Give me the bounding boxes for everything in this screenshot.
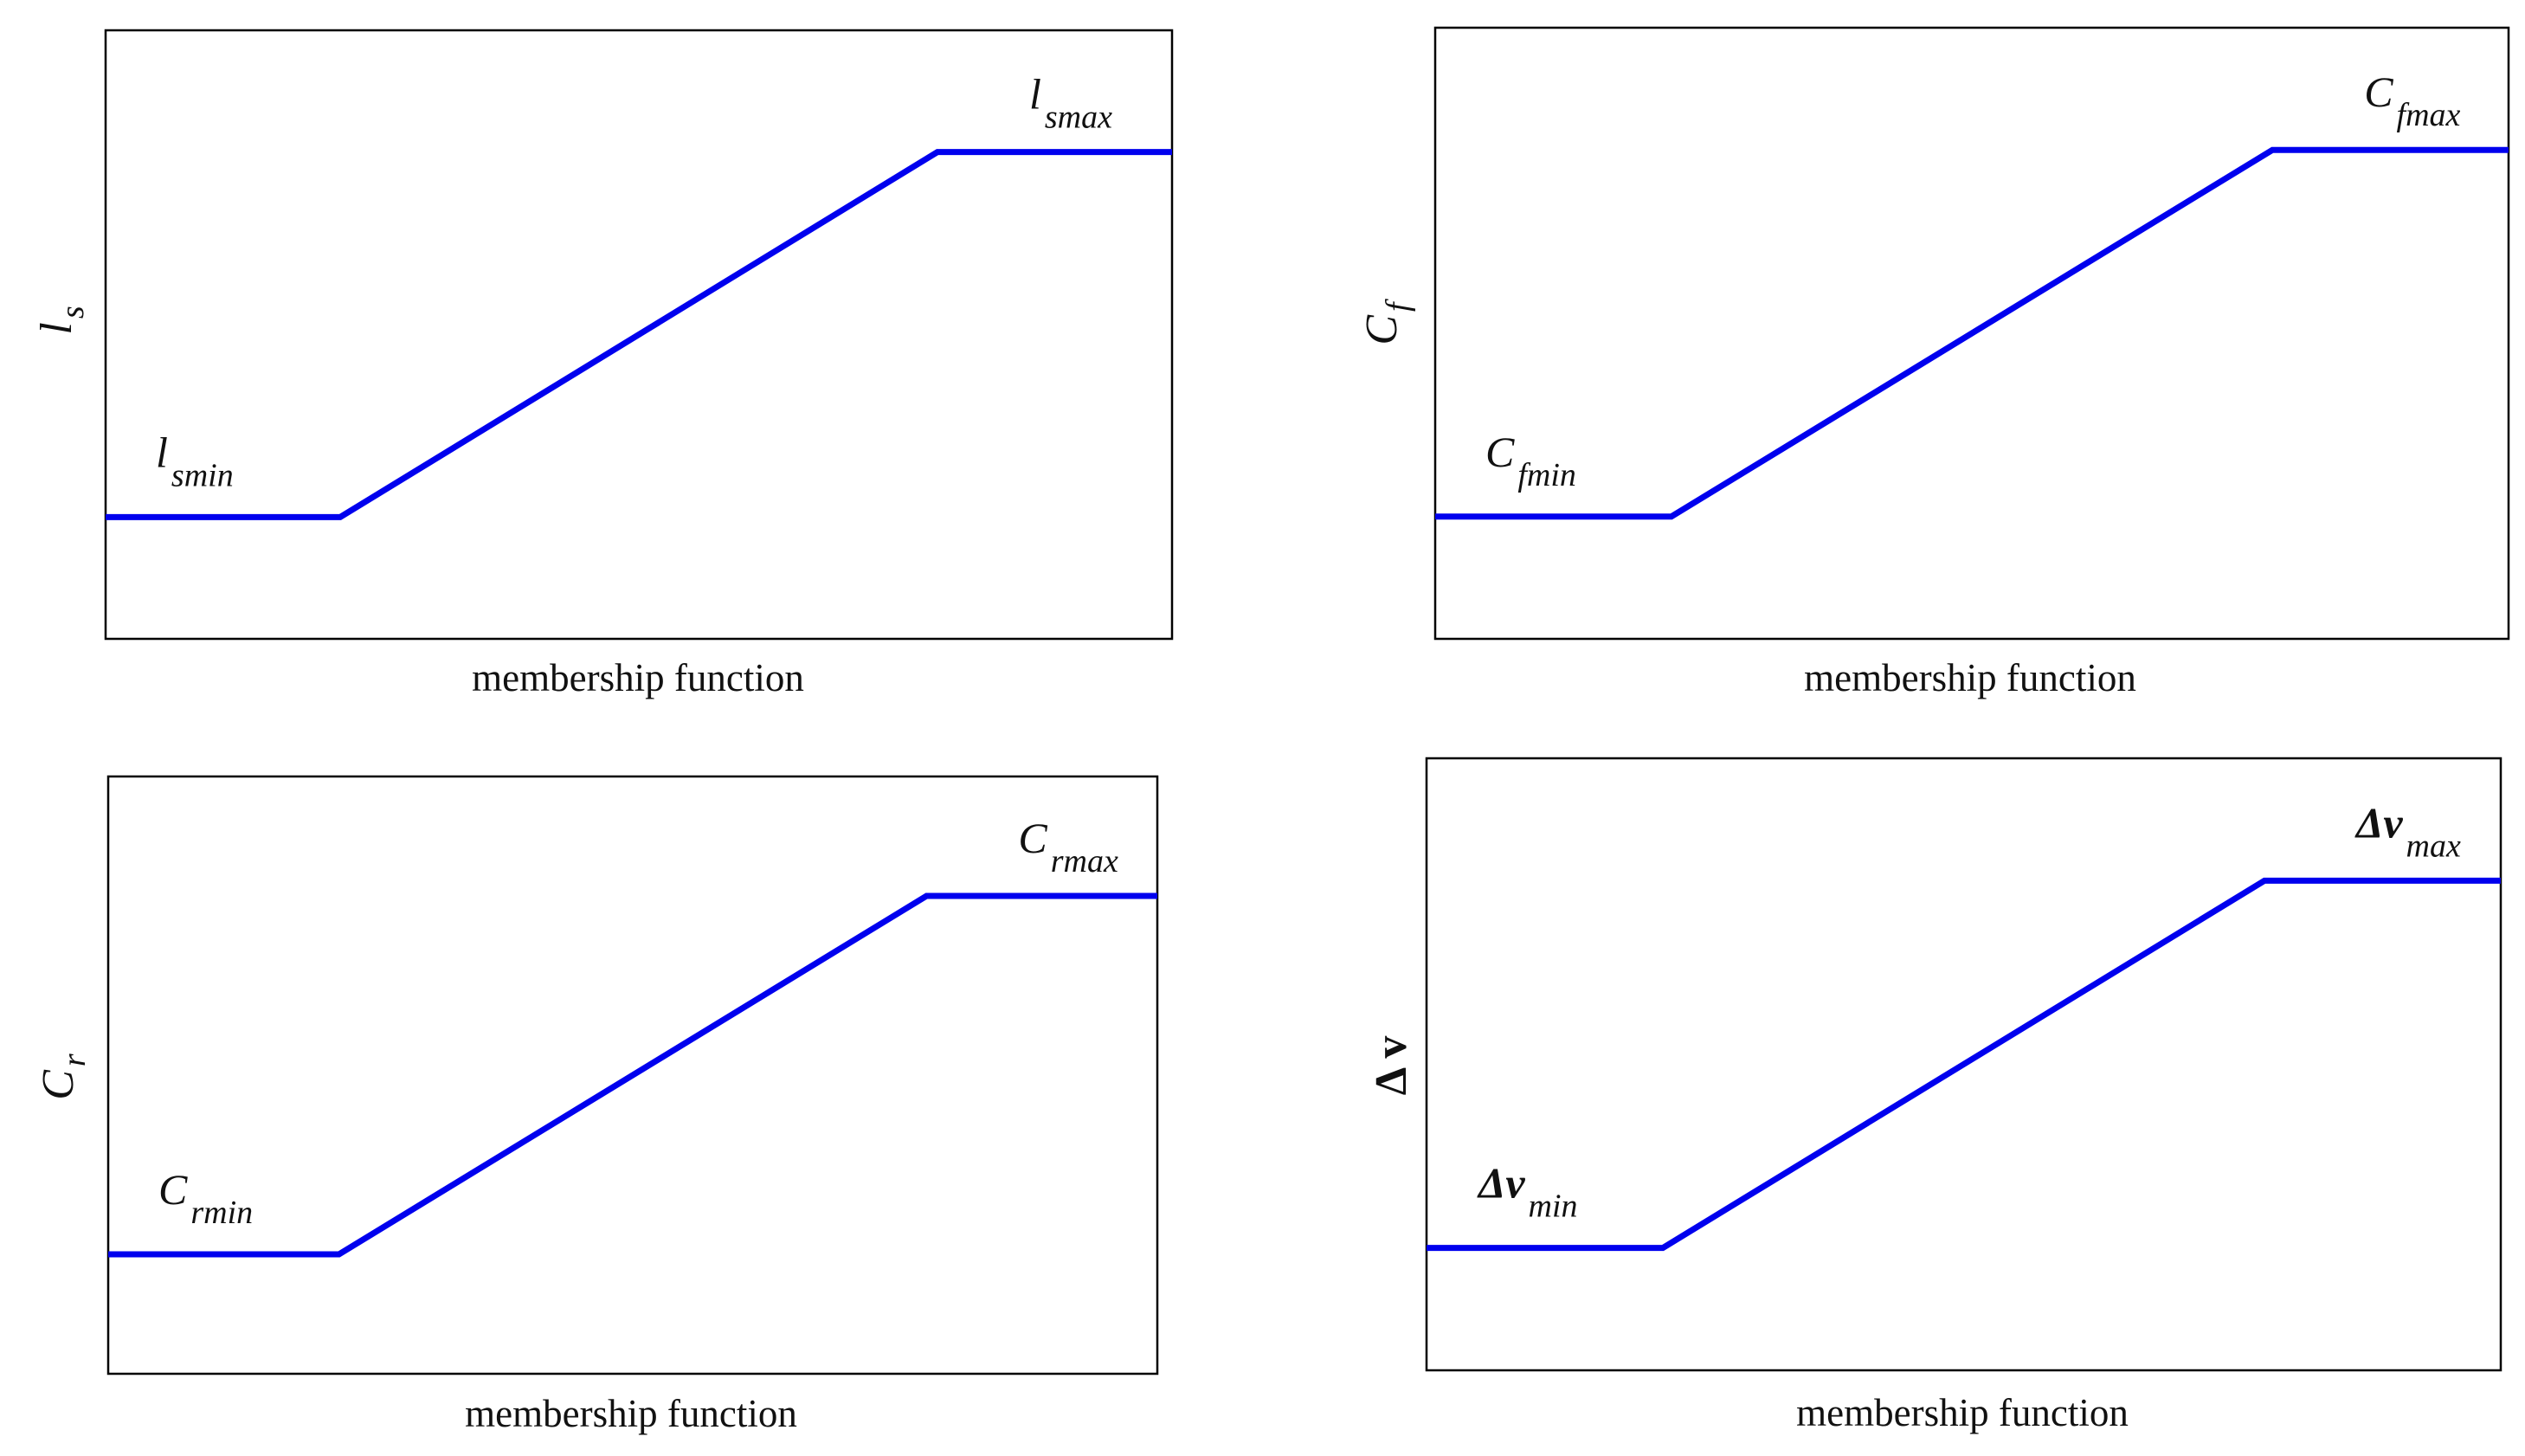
membership-curve: [1435, 146, 2509, 520]
panel-cf: membership function Cf C fmin C fmax: [1357, 26, 2510, 699]
annotation-max: Δv max: [2354, 798, 2461, 864]
panel-ls: membership function ls l smin l smax: [32, 29, 1174, 699]
x-axis-label: membership function: [1796, 1391, 2129, 1434]
annotation-min: l smin: [156, 428, 234, 493]
y-axis-label: Cr: [34, 1053, 93, 1100]
membership-curve: [108, 892, 1157, 1258]
y-axis-label: Δ v: [1367, 1036, 1416, 1096]
x-axis-label: membership function: [465, 1392, 797, 1435]
y-axis-label: Cf: [1357, 299, 1416, 345]
x-axis-label: membership function: [1804, 656, 2136, 699]
panel-dv: membership function Δ v Δv min Δv max: [1367, 757, 2502, 1434]
x-axis-label: membership function: [472, 656, 804, 699]
panel-cr: membership function Cr C rmin C rmax: [34, 775, 1159, 1435]
membership-curve: [1427, 877, 2501, 1252]
y-axis-label: ls: [32, 306, 91, 334]
membership-curve: [106, 149, 1172, 520]
annotation-max: l smax: [1029, 70, 1112, 136]
annotation-min: Δv min: [1477, 1159, 1578, 1225]
